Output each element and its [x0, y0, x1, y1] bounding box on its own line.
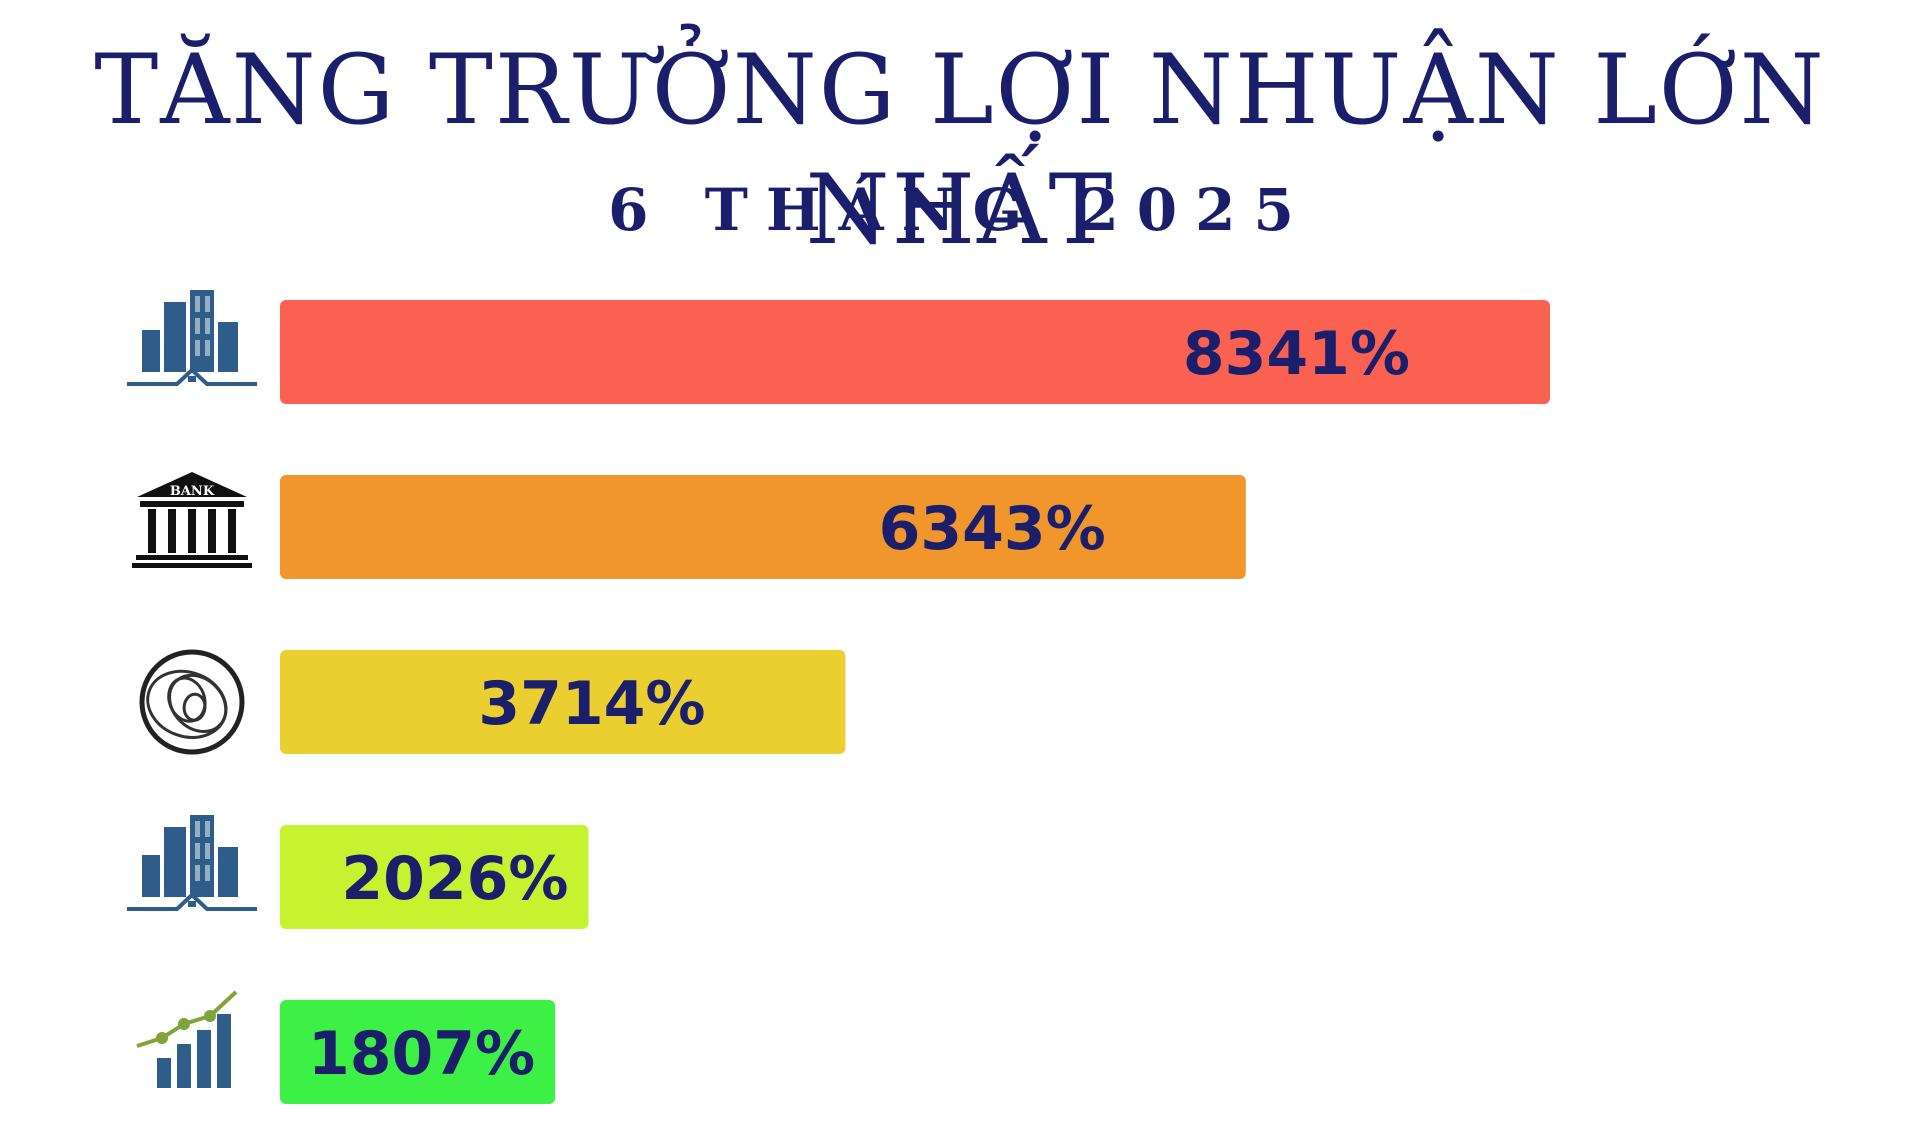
city-buildings-icon: [127, 815, 257, 911]
bar-5: [280, 1000, 556, 1104]
bar-1: [280, 300, 1550, 404]
growth-chart-icon: [136, 990, 238, 1088]
bar-value-label: 6343%: [879, 494, 1106, 564]
bar-3: [280, 650, 846, 754]
wood-ring-icon: [139, 649, 245, 755]
bar-value-label: 2026%: [341, 844, 568, 914]
bar-value-label: 3714%: [478, 669, 705, 739]
chart-subtitle: 6 THÁNG 2025: [608, 176, 1312, 244]
bank-icon: BANK: [132, 472, 252, 568]
chart-title: TĂNG TRƯỞNG LỢI NHUẬN LỚN NHẤT: [94, 34, 1826, 266]
bar-value-label: 1807%: [308, 1019, 535, 1089]
bar-4: [280, 825, 589, 929]
bar-value-label: 8341%: [1183, 319, 1410, 389]
svg-text:BANK: BANK: [170, 484, 215, 499]
city-buildings-icon: [127, 290, 257, 386]
bar-2: [280, 475, 1246, 579]
